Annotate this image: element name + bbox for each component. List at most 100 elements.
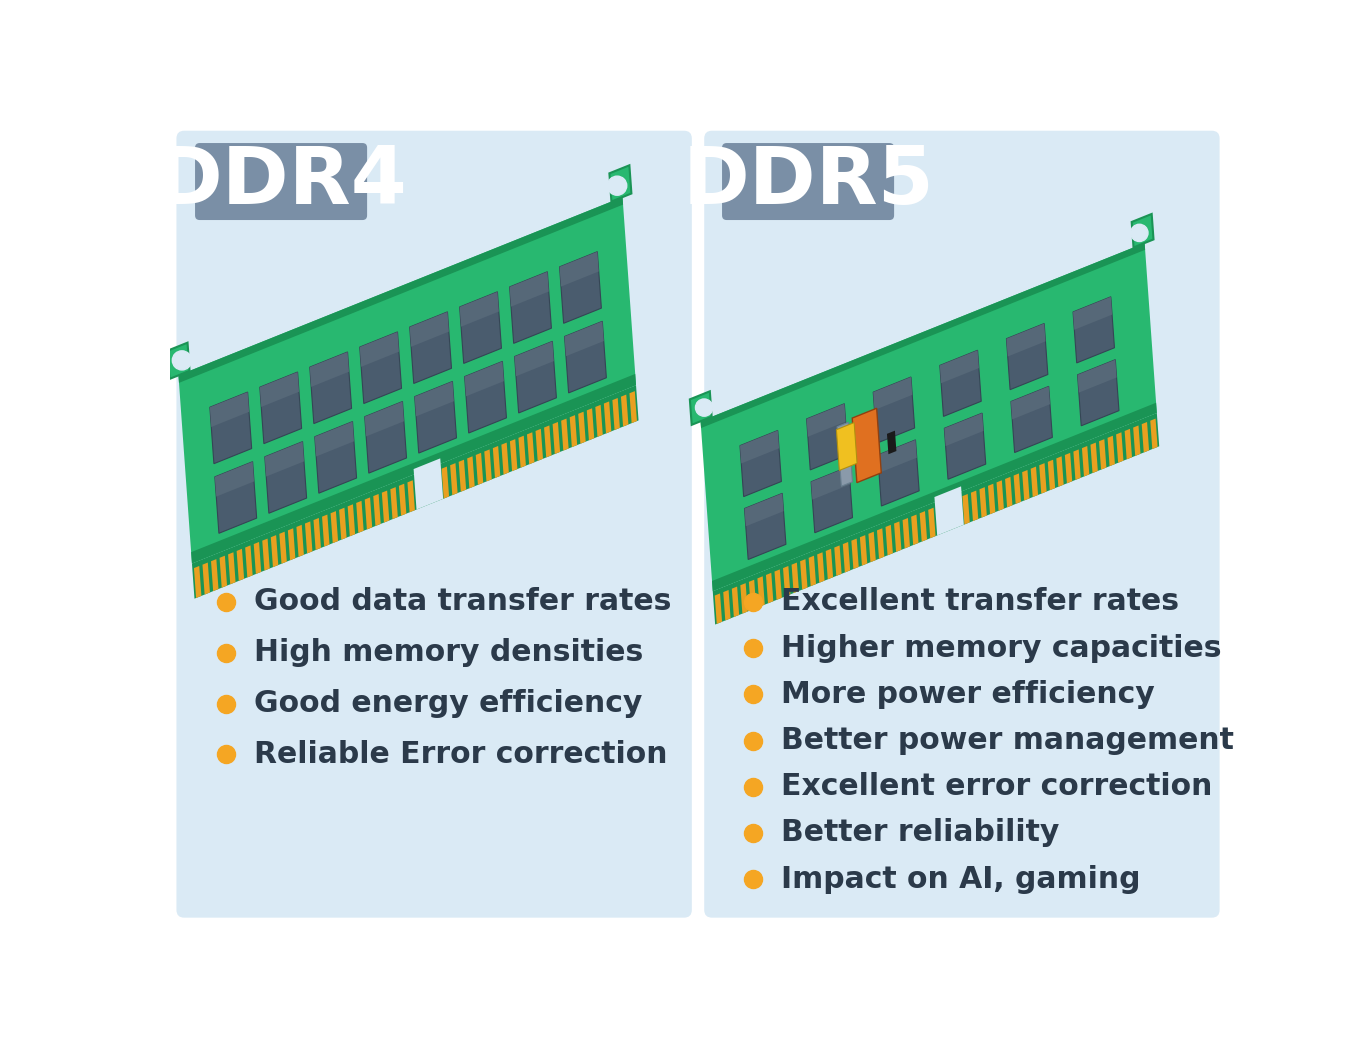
- Polygon shape: [1073, 449, 1081, 480]
- Polygon shape: [381, 491, 390, 522]
- Polygon shape: [485, 449, 492, 482]
- Polygon shape: [853, 408, 881, 483]
- Polygon shape: [851, 539, 858, 569]
- Polygon shape: [1125, 429, 1132, 460]
- Text: Better reliability: Better reliability: [780, 818, 1060, 847]
- Polygon shape: [812, 467, 850, 499]
- FancyBboxPatch shape: [177, 131, 692, 918]
- Polygon shape: [211, 559, 218, 592]
- Polygon shape: [475, 453, 484, 485]
- Polygon shape: [193, 566, 202, 598]
- Polygon shape: [1007, 324, 1046, 356]
- Circle shape: [607, 176, 627, 195]
- Polygon shape: [560, 251, 602, 323]
- Polygon shape: [271, 536, 278, 567]
- Polygon shape: [859, 536, 868, 566]
- Polygon shape: [1011, 386, 1053, 453]
- Polygon shape: [731, 586, 740, 617]
- Polygon shape: [459, 292, 501, 363]
- Polygon shape: [1013, 473, 1022, 503]
- Polygon shape: [459, 460, 466, 492]
- Polygon shape: [791, 563, 799, 593]
- Polygon shape: [527, 432, 534, 464]
- FancyBboxPatch shape: [722, 143, 893, 220]
- Polygon shape: [459, 292, 498, 327]
- Polygon shape: [869, 531, 876, 563]
- Polygon shape: [365, 402, 406, 473]
- Circle shape: [696, 399, 712, 416]
- Polygon shape: [944, 413, 986, 480]
- Polygon shape: [1077, 359, 1117, 392]
- Polygon shape: [715, 594, 722, 624]
- Polygon shape: [215, 462, 255, 496]
- Polygon shape: [191, 374, 636, 564]
- Polygon shape: [203, 563, 210, 595]
- Polygon shape: [315, 421, 354, 457]
- Polygon shape: [723, 590, 730, 621]
- Polygon shape: [838, 422, 853, 486]
- Circle shape: [1130, 224, 1148, 242]
- Text: Good energy efficiency: Good energy efficiency: [253, 689, 643, 718]
- Polygon shape: [357, 500, 364, 532]
- Text: Excellent error correction: Excellent error correction: [780, 772, 1212, 801]
- Polygon shape: [565, 322, 606, 393]
- Polygon shape: [903, 518, 910, 548]
- Polygon shape: [893, 521, 902, 552]
- Polygon shape: [997, 481, 1004, 511]
- Polygon shape: [979, 487, 987, 518]
- Polygon shape: [464, 361, 507, 433]
- Text: High memory densities: High memory densities: [253, 638, 643, 667]
- Polygon shape: [835, 545, 842, 576]
- Polygon shape: [543, 426, 552, 458]
- Polygon shape: [621, 394, 628, 427]
- Polygon shape: [1151, 418, 1158, 449]
- Polygon shape: [1141, 422, 1150, 453]
- Text: Better power management: Better power management: [780, 726, 1234, 755]
- Polygon shape: [929, 508, 936, 539]
- Polygon shape: [1065, 453, 1072, 484]
- Polygon shape: [515, 342, 554, 376]
- Polygon shape: [560, 251, 599, 286]
- Polygon shape: [260, 372, 301, 443]
- Polygon shape: [1047, 460, 1056, 490]
- Polygon shape: [1031, 466, 1038, 497]
- Polygon shape: [331, 511, 338, 543]
- Polygon shape: [410, 311, 449, 347]
- Polygon shape: [535, 429, 543, 461]
- Polygon shape: [587, 408, 594, 440]
- Polygon shape: [629, 391, 637, 424]
- Polygon shape: [877, 440, 917, 473]
- Polygon shape: [700, 243, 1156, 592]
- Polygon shape: [315, 421, 357, 493]
- Polygon shape: [515, 342, 557, 413]
- Polygon shape: [553, 422, 560, 454]
- Polygon shape: [836, 422, 857, 470]
- Polygon shape: [812, 467, 853, 532]
- Polygon shape: [740, 431, 779, 464]
- Polygon shape: [873, 377, 913, 410]
- Polygon shape: [414, 382, 456, 453]
- Polygon shape: [971, 491, 978, 521]
- Text: Impact on AI, gaming: Impact on AI, gaming: [780, 865, 1140, 894]
- Polygon shape: [745, 493, 786, 559]
- Polygon shape: [360, 332, 399, 366]
- Polygon shape: [519, 436, 526, 468]
- Polygon shape: [911, 515, 918, 545]
- Text: Higher memory capacities: Higher memory capacities: [780, 633, 1222, 662]
- Polygon shape: [740, 431, 782, 496]
- Polygon shape: [887, 431, 896, 455]
- Polygon shape: [712, 413, 1159, 625]
- Polygon shape: [1132, 214, 1154, 247]
- Polygon shape: [309, 352, 349, 387]
- Polygon shape: [689, 391, 712, 425]
- Polygon shape: [493, 446, 500, 479]
- Polygon shape: [1007, 324, 1047, 389]
- Polygon shape: [215, 462, 256, 534]
- Polygon shape: [501, 442, 509, 474]
- Polygon shape: [313, 518, 321, 550]
- Polygon shape: [700, 243, 1145, 428]
- Polygon shape: [309, 352, 351, 424]
- Polygon shape: [919, 511, 928, 542]
- Polygon shape: [414, 459, 443, 510]
- Polygon shape: [441, 466, 449, 498]
